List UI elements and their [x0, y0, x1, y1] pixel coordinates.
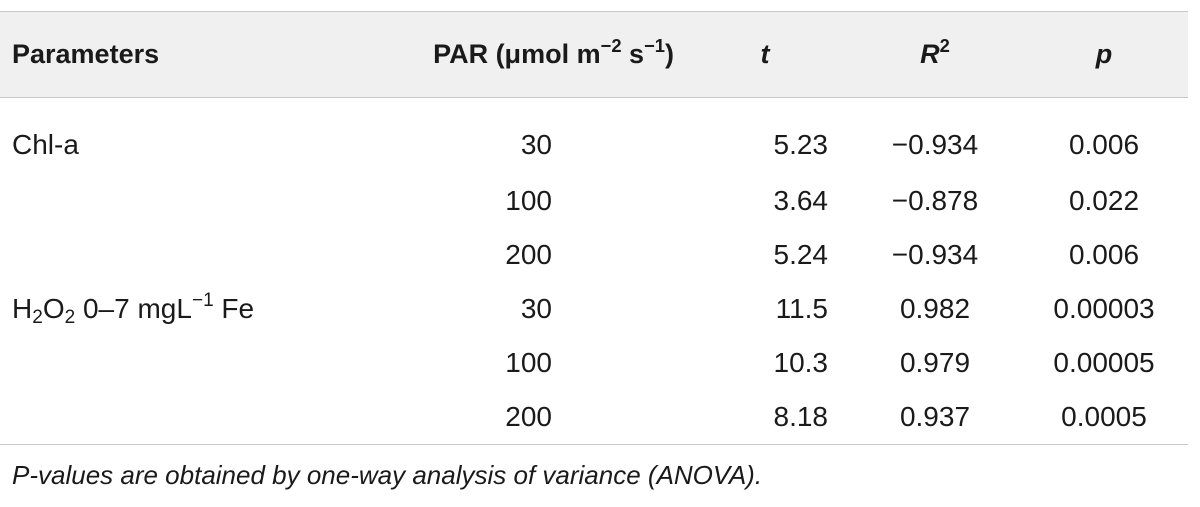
table-row: 200 8.18 0.937 0.0005 [0, 390, 1188, 460]
cell-r2: 0.982 [899, 292, 971, 324]
cell-par: 200 [505, 400, 552, 432]
table-row: 100 3.64 −0.878 0.022 [0, 174, 1188, 228]
header-par-mid: s [621, 39, 645, 69]
param-sup: −1 [191, 290, 214, 312]
header-par-sup1: −2 [600, 34, 622, 56]
table-footnote: P-values are obtained by one-way analysi… [12, 460, 763, 490]
table-row: 100 10.3 0.979 0.00005 [0, 336, 1188, 390]
anova-results-table: Parameters PAR (μmol m−2 s−1) t R2 p Chl… [0, 11, 1188, 460]
cell-p: 0.00005 [1053, 346, 1155, 378]
cell-par: 100 [505, 184, 552, 216]
cell-parameter: Chl-a [12, 128, 79, 160]
header-r-sup: 2 [939, 34, 950, 56]
cell-t: 5.24 [773, 238, 829, 270]
header-par: PAR (μmol m−2 s−1) [340, 11, 680, 98]
header-par-main: PAR (μmol m [433, 39, 601, 69]
cell-par: 200 [505, 238, 552, 270]
table-row: H2O2 0–7 mgL−1 Fe 30 11.5 0.982 0.00003 [0, 282, 1188, 336]
cell-r2: −0.934 [891, 238, 979, 270]
table-header: Parameters PAR (μmol m−2 s−1) t R2 p [0, 11, 1188, 98]
param-rest: 0–7 mgL [75, 292, 192, 324]
cell-t: 10.3 [773, 346, 829, 378]
cell-t: 8.18 [773, 400, 829, 432]
cell-r2: 0.937 [899, 400, 971, 432]
cell-r2: −0.934 [891, 128, 979, 160]
cell-p: 0.00003 [1053, 292, 1155, 324]
table-row: 200 5.24 −0.934 0.006 [0, 228, 1188, 282]
param-sub1: 2 [32, 307, 43, 329]
cell-p: 0.0005 [1061, 400, 1147, 432]
cell-parameter-h2o2: H2O2 0–7 mgL−1 Fe [0, 282, 340, 336]
anova-table-container: Parameters PAR (μmol m−2 s−1) t R2 p Chl… [0, 11, 1188, 460]
header-par-end: ) [665, 39, 674, 69]
header-r-main: R [920, 39, 940, 69]
cell-t: 3.64 [773, 184, 829, 216]
cell-t: 11.5 [775, 292, 828, 324]
footer-divider [0, 444, 1188, 445]
param-h: H [12, 292, 33, 324]
cell-r2: 0.979 [899, 346, 971, 378]
cell-par: 30 [520, 292, 552, 324]
cell-par: 30 [520, 128, 552, 160]
header-t: t [680, 11, 850, 98]
cell-p: 0.022 [1068, 184, 1140, 216]
param-sub2: 2 [64, 307, 76, 329]
header-parameters: Parameters [0, 11, 340, 98]
cell-parameter [0, 336, 340, 390]
cell-p: 0.006 [1068, 238, 1140, 270]
param-end: Fe [213, 292, 255, 324]
header-r2: R2 [850, 11, 1020, 98]
cell-t: 5.23 [773, 128, 829, 160]
table-row: Chl-a 30 5.23 −0.934 0.006 [0, 98, 1188, 174]
header-p: p [1020, 11, 1188, 98]
cell-parameter [0, 390, 340, 460]
header-row: Parameters PAR (μmol m−2 s−1) t R2 p [0, 11, 1188, 98]
table-body: Chl-a 30 5.23 −0.934 0.006 100 3.64 −0.8… [0, 98, 1188, 460]
header-par-sup2: −1 [644, 34, 665, 56]
cell-parameter [0, 228, 340, 282]
cell-r2: −0.878 [891, 184, 979, 216]
cell-p: 0.006 [1068, 128, 1140, 160]
param-o: O [42, 292, 65, 324]
cell-parameter [0, 174, 340, 228]
cell-par: 100 [505, 346, 552, 378]
